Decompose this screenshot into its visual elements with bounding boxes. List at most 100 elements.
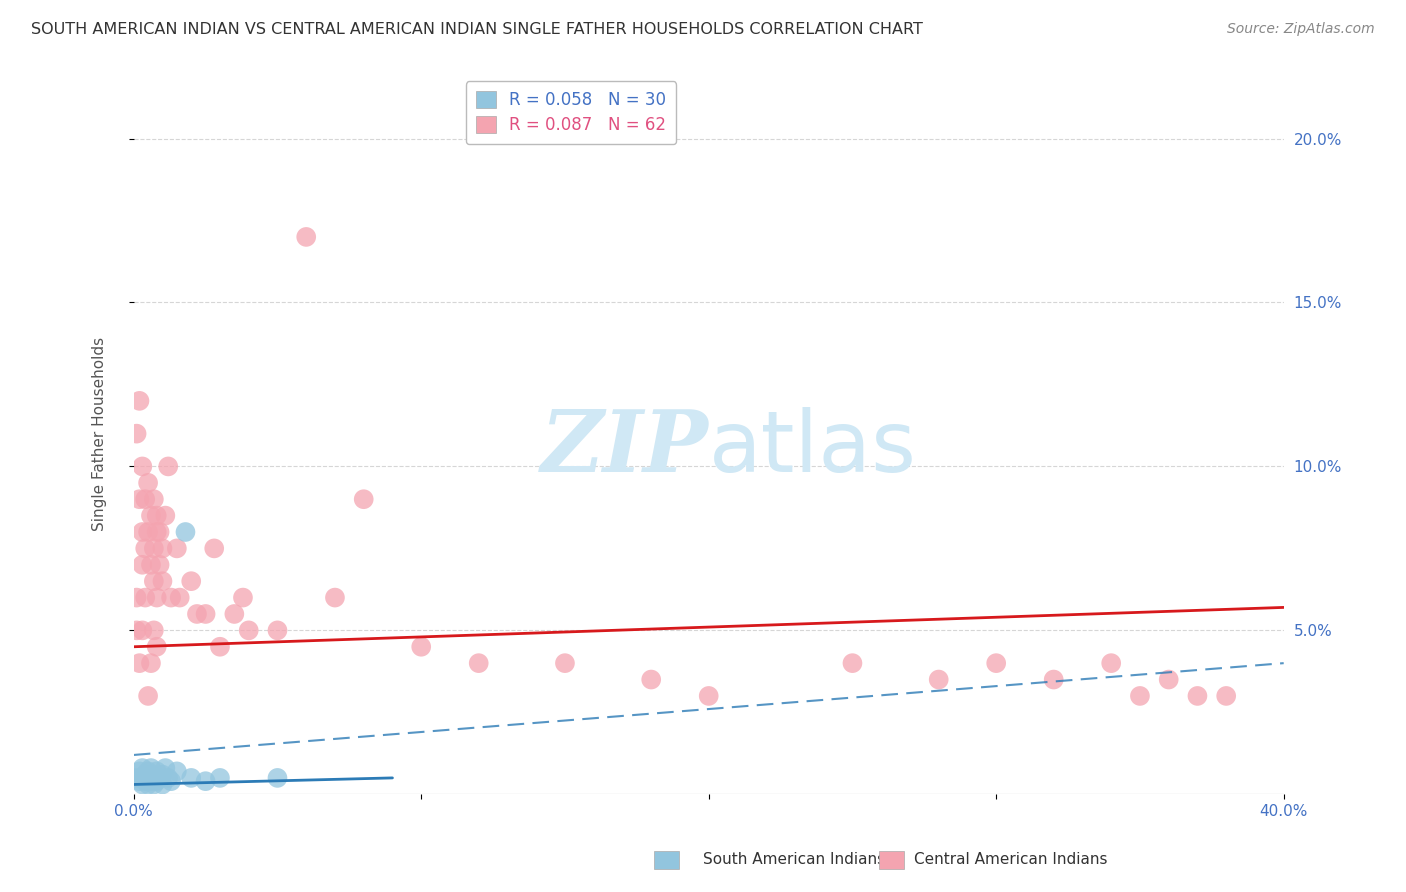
Point: [160, 591, 183, 605]
Point: [1099, 656, 1122, 670]
Point: [145, 591, 167, 605]
Point: [157, 771, 180, 785]
Point: [174, 524, 197, 539]
Point: [131, 761, 153, 775]
Point: [136, 524, 159, 539]
Point: [142, 777, 165, 791]
Point: [125, 591, 148, 605]
Point: [194, 774, 217, 789]
Text: SOUTH AMERICAN INDIAN VS CENTRAL AMERICAN INDIAN SINGLE FATHER HOUSEHOLDS CORREL: SOUTH AMERICAN INDIAN VS CENTRAL AMERICA…: [31, 22, 922, 37]
Text: Central American Indians: Central American Indians: [914, 853, 1108, 867]
Point: [134, 541, 156, 556]
Point: [136, 764, 159, 779]
Point: [128, 393, 150, 408]
Point: [134, 774, 156, 789]
Point: [136, 689, 159, 703]
Point: [145, 774, 167, 789]
Point: [323, 591, 346, 605]
Point: [266, 771, 288, 785]
Point: [1215, 689, 1237, 703]
Point: [157, 459, 180, 474]
Point: [142, 624, 165, 638]
Point: [194, 607, 217, 621]
Point: [202, 541, 225, 556]
Point: [139, 656, 162, 670]
Y-axis label: Single Father Households: Single Father Households: [93, 336, 107, 531]
Point: [125, 771, 148, 785]
Point: [145, 524, 167, 539]
Point: [131, 524, 153, 539]
Point: [125, 426, 148, 441]
Point: [149, 524, 172, 539]
Point: [1129, 689, 1152, 703]
Point: [131, 771, 153, 785]
Point: [142, 574, 165, 589]
Point: [128, 764, 150, 779]
Point: [169, 591, 191, 605]
Point: [238, 624, 260, 638]
Point: [131, 459, 153, 474]
Point: [160, 774, 183, 789]
Point: [149, 558, 172, 572]
Point: [145, 640, 167, 654]
Point: [131, 624, 153, 638]
Point: [152, 574, 174, 589]
Point: [1187, 689, 1209, 703]
Point: [180, 771, 202, 785]
Point: [128, 492, 150, 507]
Point: [841, 656, 863, 670]
Point: [208, 640, 231, 654]
Point: [139, 767, 162, 781]
Point: [128, 774, 150, 789]
Point: [353, 492, 375, 507]
Point: [125, 624, 148, 638]
Point: [986, 656, 1008, 670]
Point: [149, 771, 172, 785]
Point: [139, 774, 162, 789]
Point: [152, 541, 174, 556]
Point: [134, 492, 156, 507]
Point: [554, 656, 576, 670]
Point: [928, 673, 950, 687]
Point: [139, 761, 162, 775]
Point: [640, 673, 662, 687]
Point: [166, 541, 188, 556]
Point: [139, 508, 162, 523]
Legend: R = 0.058   N = 30, R = 0.087   N = 62: R = 0.058 N = 30, R = 0.087 N = 62: [465, 81, 676, 145]
Point: [152, 777, 174, 791]
Point: [166, 764, 188, 779]
Text: atlas: atlas: [709, 407, 917, 490]
Text: ZIP: ZIP: [541, 407, 709, 490]
Point: [155, 508, 177, 523]
Point: [1042, 673, 1064, 687]
Point: [411, 640, 433, 654]
Point: [128, 656, 150, 670]
Point: [1157, 673, 1180, 687]
Point: [224, 607, 246, 621]
Point: [136, 777, 159, 791]
Point: [134, 591, 156, 605]
Point: [232, 591, 254, 605]
Point: [131, 558, 153, 572]
Point: [180, 574, 202, 589]
Point: [134, 767, 156, 781]
Point: [152, 767, 174, 781]
Point: [145, 764, 167, 779]
Text: Source: ZipAtlas.com: Source: ZipAtlas.com: [1227, 22, 1375, 37]
Point: [697, 689, 720, 703]
Text: South American Indians: South American Indians: [703, 853, 886, 867]
Point: [155, 761, 177, 775]
Point: [142, 541, 165, 556]
Point: [136, 475, 159, 490]
Point: [139, 558, 162, 572]
Point: [266, 624, 288, 638]
Point: [142, 771, 165, 785]
Point: [467, 656, 489, 670]
Point: [295, 230, 318, 244]
Point: [131, 777, 153, 791]
Point: [186, 607, 208, 621]
Point: [208, 771, 231, 785]
Point: [142, 492, 165, 507]
Point: [136, 771, 159, 785]
Point: [145, 508, 167, 523]
